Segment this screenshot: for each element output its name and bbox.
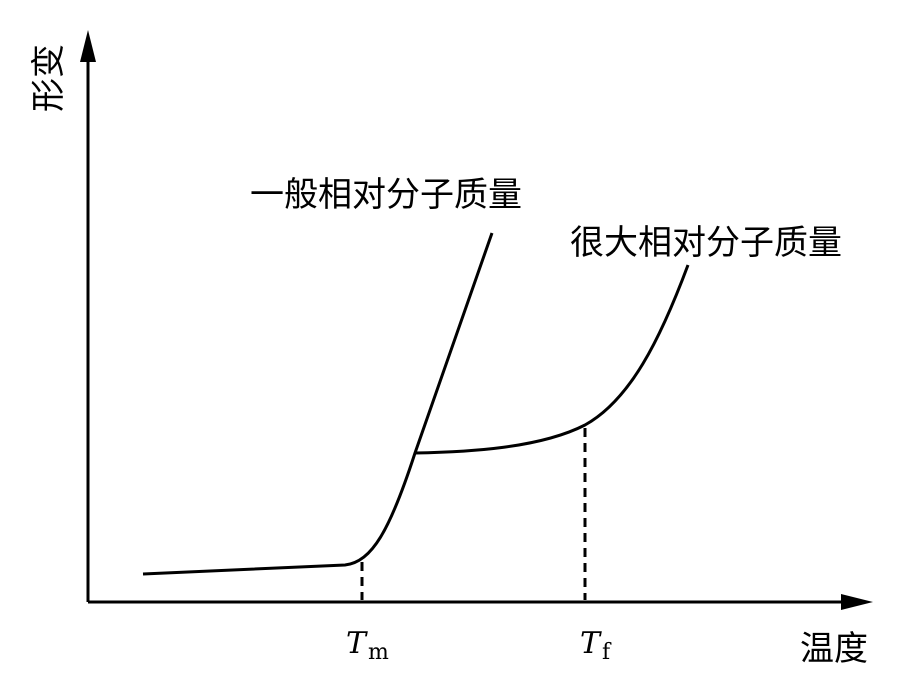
x-arrow — [841, 594, 873, 610]
tick-label: Tm — [346, 626, 389, 665]
curve-normal — [142, 232, 494, 576]
x-axis-label: 温度 — [800, 629, 868, 669]
curve-label: 很大相对分子质量 — [570, 223, 842, 263]
y-axis-label: 形变 — [29, 44, 69, 112]
y-arrow — [80, 30, 96, 62]
tick-symbol: T — [346, 626, 368, 661]
curve-large — [414, 264, 690, 455]
tick-subscript: m — [368, 640, 389, 665]
curve-label: 一般相对分子质量 — [250, 175, 522, 215]
tick-label: Tf — [580, 626, 612, 665]
tick-subscript: f — [602, 640, 612, 665]
tick-symbol: T — [580, 626, 602, 661]
